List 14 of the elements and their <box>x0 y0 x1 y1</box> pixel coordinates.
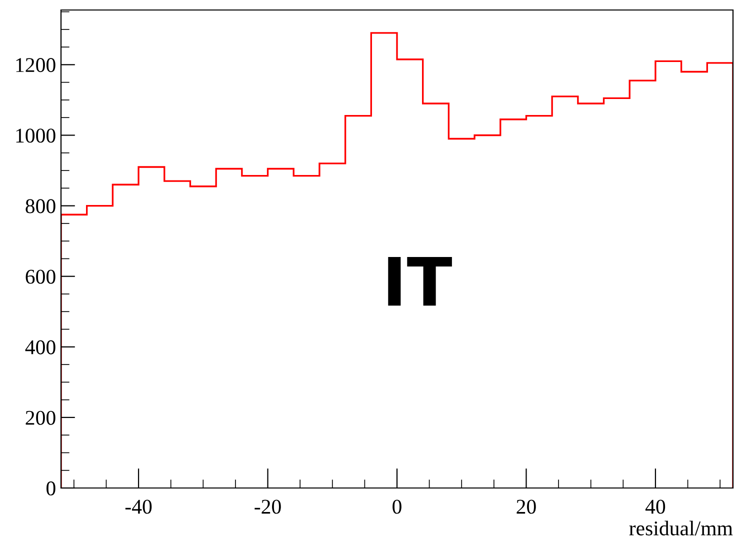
x-tick-label: 40 <box>645 500 666 514</box>
x-axis-title: residual/mm <box>629 520 733 536</box>
x-tick-label: 20 <box>516 500 536 514</box>
y-tick-label: 1000 <box>16 128 56 143</box>
y-tick-label: 1200 <box>16 58 56 72</box>
y-tick-label: 200 <box>26 410 56 425</box>
y-tick-label: 400 <box>25 340 56 354</box>
annotation: IT <box>388 257 452 306</box>
x-tick-label: -40 <box>125 500 152 514</box>
y-tick-label: 600 <box>26 270 56 284</box>
x-tick-label: 0 <box>392 500 402 514</box>
y-tick-label: 0 <box>46 481 56 496</box>
y-tick-label: 800 <box>26 199 56 214</box>
x-tick-label: -20 <box>254 500 281 514</box>
